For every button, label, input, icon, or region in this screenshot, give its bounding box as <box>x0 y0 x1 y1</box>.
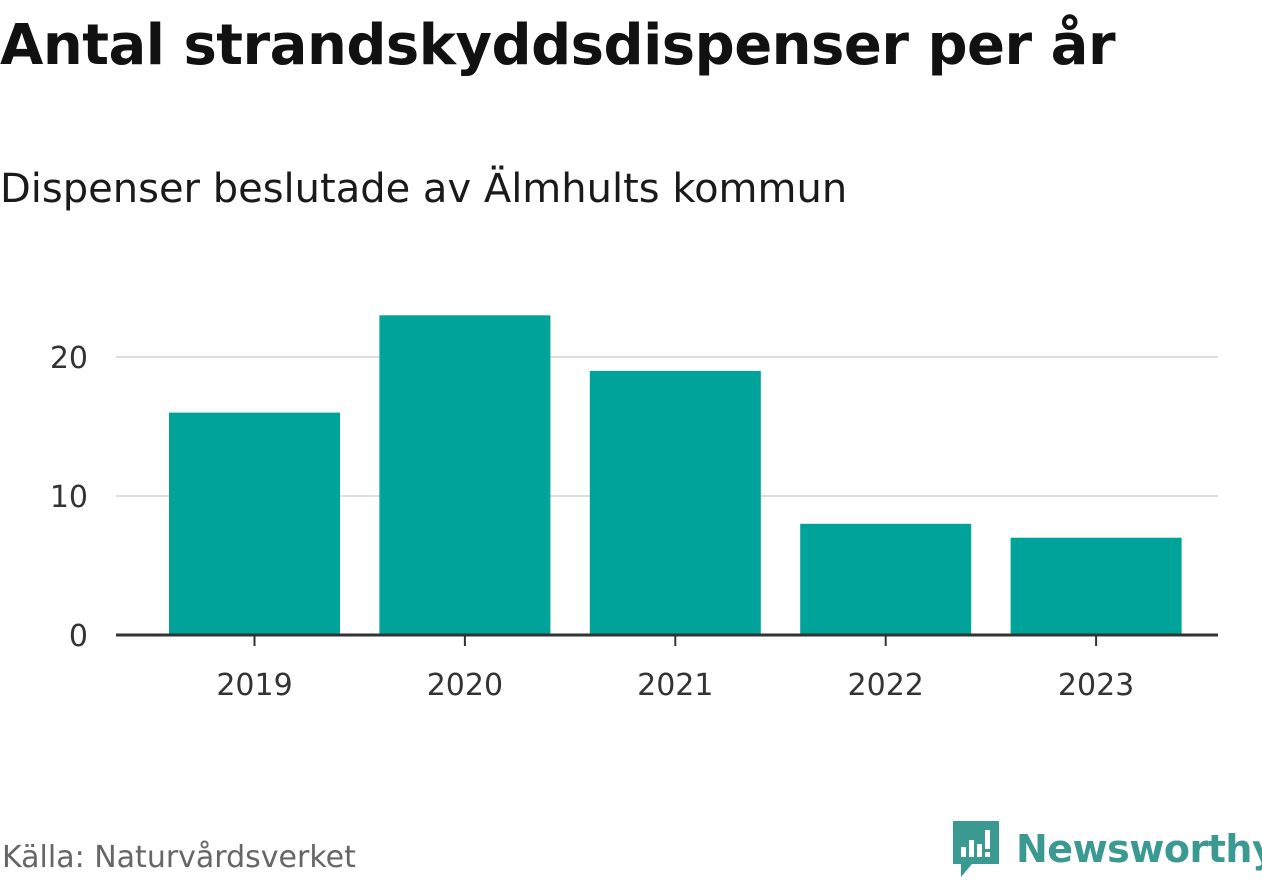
x-tick-label: 2023 <box>1058 668 1134 703</box>
bars <box>169 315 1182 635</box>
y-tick-label: 0 <box>69 619 88 654</box>
bar-2021 <box>589 370 761 635</box>
brand-name: Newsworthy <box>1016 827 1262 871</box>
newsworthy-logo-icon <box>953 821 999 877</box>
x-tick-label: 2020 <box>427 668 503 703</box>
x-tick-label: 2019 <box>216 668 292 703</box>
brand-logo: Newsworthy <box>950 818 1262 880</box>
bar-2020 <box>379 315 551 635</box>
x-tick-label: 2022 <box>848 668 924 703</box>
bar-2019 <box>169 412 340 635</box>
axes: 0 10 20 2019 2020 2021 2022 2023 <box>50 341 1218 703</box>
chart-subtitle: Dispenser beslutade av Älmhults kommun <box>0 166 848 212</box>
x-tick-label: 2021 <box>637 668 713 703</box>
bar-2022 <box>800 523 972 635</box>
y-tick-label: 20 <box>50 341 88 376</box>
source-note: Källa: Naturvårdsverket <box>2 840 356 875</box>
bar-2023 <box>1010 537 1182 635</box>
y-tick-label: 10 <box>50 480 88 515</box>
chart-title: Antal strandskyddsdispenser per år <box>0 13 1116 78</box>
